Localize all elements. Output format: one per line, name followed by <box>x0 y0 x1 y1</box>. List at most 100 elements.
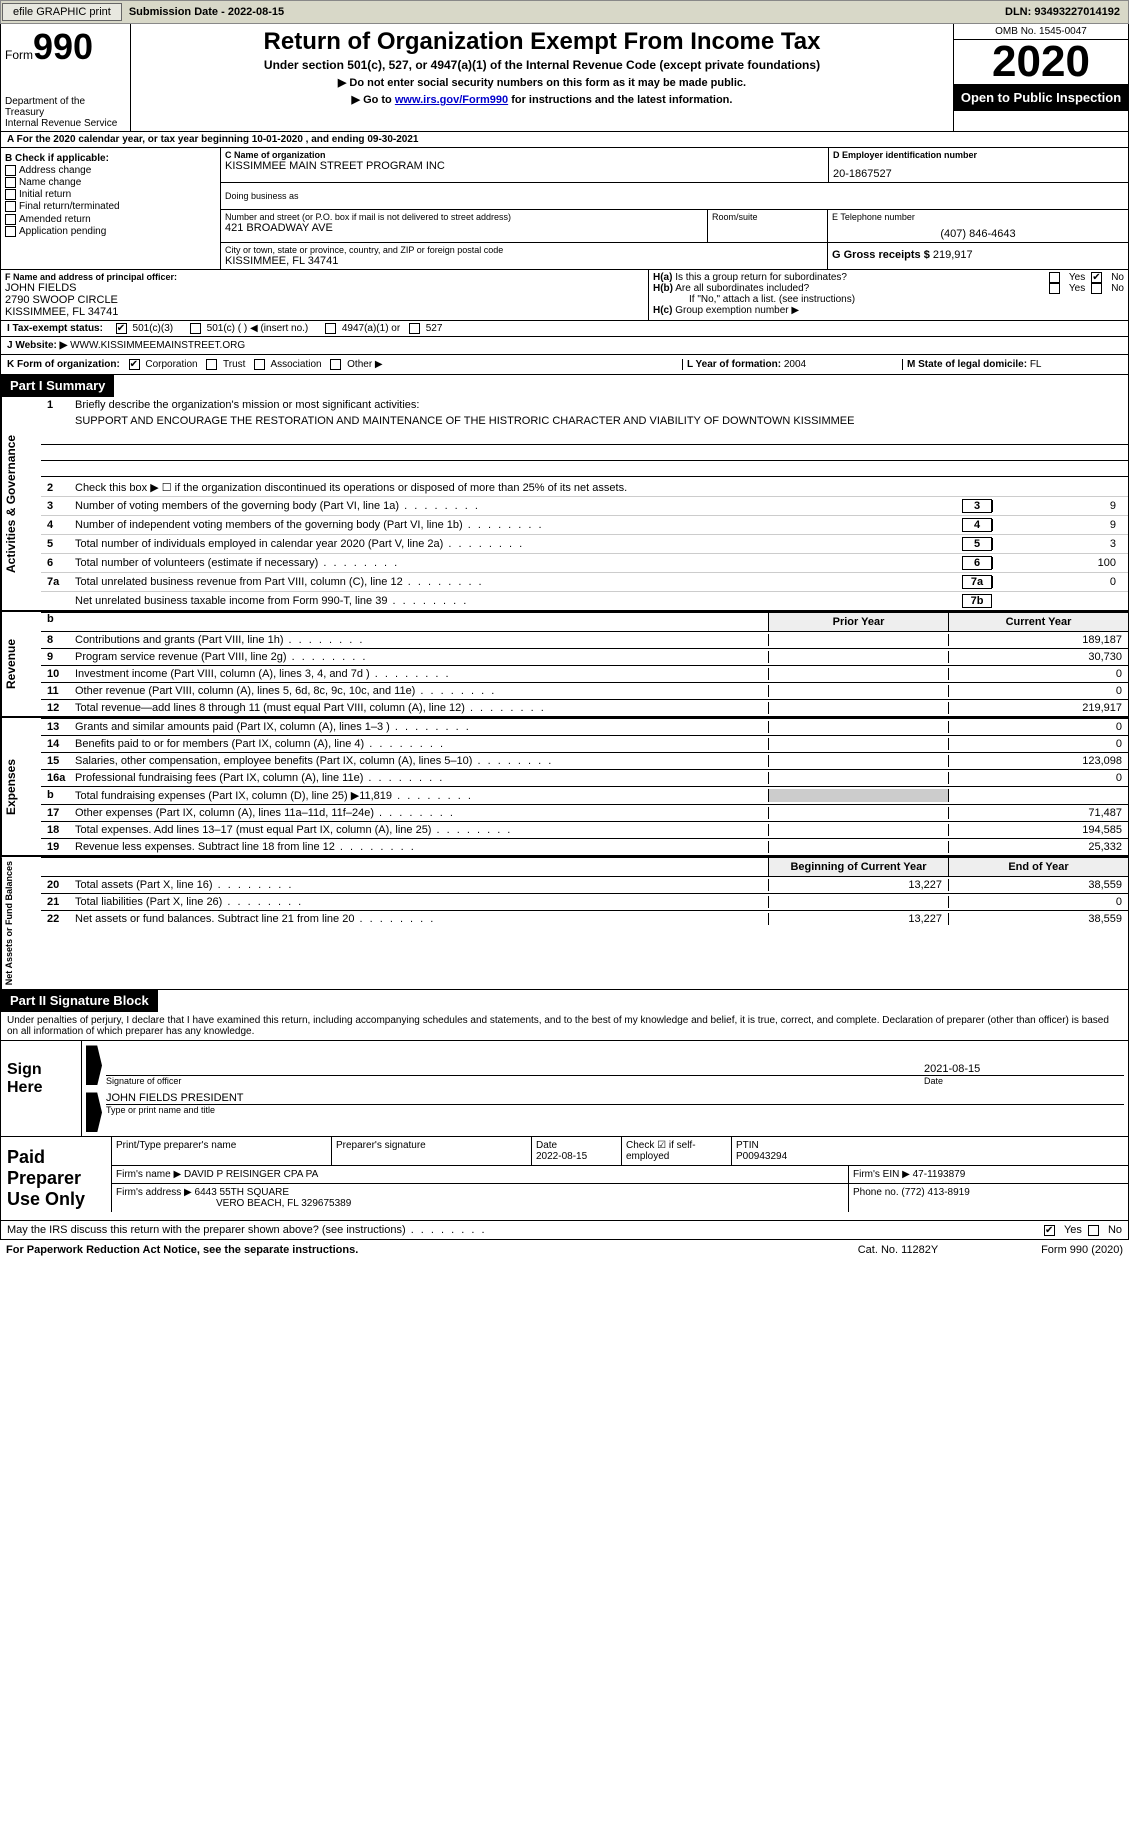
trust-checkbox[interactable] <box>206 359 217 370</box>
form-note-2: ▶ Go to www.irs.gov/Form990 for instruct… <box>135 93 949 106</box>
527-checkbox[interactable] <box>409 323 420 334</box>
toolbar: efile GRAPHIC print Submission Date - 20… <box>0 0 1129 24</box>
firm-name-value: DAVID P REISINGER CPA PA <box>184 1169 318 1180</box>
prior-year-cell <box>768 841 948 853</box>
end-year-cell: 0 <box>948 896 1128 908</box>
discuss-no-checkbox[interactable] <box>1088 1225 1099 1236</box>
address-change-checkbox[interactable] <box>5 165 16 176</box>
initial-return-checkbox[interactable] <box>5 189 16 200</box>
form-footer: Form 990 (2020) <box>973 1244 1123 1256</box>
line-text: Investment income (Part VIII, column (A)… <box>75 668 768 680</box>
line1-label: Briefly describe the organization's miss… <box>75 399 1122 411</box>
current-year-cell: 0 <box>948 668 1128 680</box>
line-text: Benefits paid to or for members (Part IX… <box>75 738 768 750</box>
prior-year-cell <box>768 824 948 836</box>
prior-year-cell <box>768 807 948 819</box>
line-text: Number of voting members of the governin… <box>75 500 962 512</box>
sig-date-value: 2021-08-15 <box>924 1063 1124 1075</box>
line-text: Net assets or fund balances. Subtract li… <box>75 913 768 925</box>
discuss-yes-checkbox[interactable] <box>1044 1225 1055 1236</box>
association-checkbox[interactable] <box>254 359 265 370</box>
gross-receipts-value: 219,917 <box>933 249 973 261</box>
form-header: Form990 Department of the Treasury Inter… <box>0 24 1129 132</box>
current-year-cell: 71,487 <box>948 807 1128 819</box>
submission-date-label: Submission Date - 2022-08-15 <box>123 6 290 18</box>
501c3-checkbox[interactable] <box>116 323 127 334</box>
final-return-checkbox[interactable] <box>5 201 16 212</box>
ptin-value: P00943294 <box>736 1151 787 1162</box>
hb-no-checkbox[interactable] <box>1091 283 1102 294</box>
firm-ein-value: 47-1193879 <box>913 1169 966 1180</box>
address-label: Number and street (or P.O. box if mail i… <box>225 212 703 222</box>
line-value: 100 <box>992 557 1122 569</box>
current-year-header: Current Year <box>948 613 1128 631</box>
gross-receipts-label: G Gross receipts $ <box>832 249 930 261</box>
line-value: 0 <box>992 576 1122 588</box>
instructions-link[interactable]: www.irs.gov/Form990 <box>395 94 508 106</box>
line-text: Net unrelated business taxable income fr… <box>75 595 962 607</box>
current-year-cell: 0 <box>948 721 1128 733</box>
year-formation-label: L Year of formation: <box>687 359 781 370</box>
ein-label: D Employer identification number <box>833 150 1124 160</box>
officer-addr2: KISSIMMEE, FL 34741 <box>5 306 644 318</box>
city-value: KISSIMMEE, FL 34741 <box>225 255 823 267</box>
date-label: Date <box>924 1076 1124 1086</box>
year-formation-value: 2004 <box>784 359 806 370</box>
self-employed-check: Check ☑ if self-employed <box>621 1137 731 1165</box>
4947-checkbox[interactable] <box>325 323 336 334</box>
hb-note: If "No," attach a list. (see instruction… <box>689 294 1124 305</box>
officer-print-label: Type or print name and title <box>106 1105 1124 1115</box>
name-change-checkbox[interactable] <box>5 177 16 188</box>
line-text: Total number of individuals employed in … <box>75 538 962 550</box>
amended-return-checkbox[interactable] <box>5 214 16 225</box>
line-text: Professional fundraising fees (Part IX, … <box>75 772 768 784</box>
current-year-cell: 189,187 <box>948 634 1128 646</box>
line-box: 7a <box>962 575 992 589</box>
section-b-checkboxes: B Check if applicable: Address change Na… <box>1 148 221 269</box>
line-text: Total unrelated business revenue from Pa… <box>75 576 962 588</box>
firm-phone-value: (772) 413-8919 <box>901 1187 969 1198</box>
begin-year-cell <box>768 896 948 908</box>
line-text: Total assets (Part X, line 16) <box>75 879 768 891</box>
line-text: Contributions and grants (Part VIII, lin… <box>75 634 768 646</box>
begin-year-cell: 13,227 <box>768 913 948 925</box>
form-number: 990 <box>33 26 93 67</box>
hb-yes-checkbox[interactable] <box>1049 283 1060 294</box>
501c-checkbox[interactable] <box>190 323 201 334</box>
current-year-cell: 0 <box>948 772 1128 784</box>
state-domicile-value: FL <box>1030 359 1042 370</box>
city-label: City or town, state or province, country… <box>225 245 823 255</box>
line-text: Total number of volunteers (estimate if … <box>75 557 962 569</box>
other-checkbox[interactable] <box>330 359 341 370</box>
application-pending-checkbox[interactable] <box>5 226 16 237</box>
sig-officer-label: Signature of officer <box>106 1076 924 1086</box>
form-subtitle: Under section 501(c), 527, or 4947(a)(1)… <box>135 58 949 72</box>
line-text: Other revenue (Part VIII, column (A), li… <box>75 685 768 697</box>
ha-no-checkbox[interactable] <box>1091 272 1102 283</box>
line-text: Total liabilities (Part X, line 26) <box>75 896 768 908</box>
begin-year-header: Beginning of Current Year <box>768 858 948 876</box>
form-title: Return of Organization Exempt From Incom… <box>135 28 949 56</box>
form-note-1: ▶ Do not enter social security numbers o… <box>135 76 949 89</box>
prior-year-cell <box>768 721 948 733</box>
paid-preparer-label: Paid Preparer Use Only <box>1 1137 111 1220</box>
line-box: 4 <box>962 518 992 532</box>
net-assets-label: Net Assets or Fund Balances <box>1 857 41 989</box>
dln-label: DLN: 93493227014192 <box>1005 6 1128 18</box>
form-label: Form <box>5 48 33 62</box>
corporation-checkbox[interactable] <box>129 359 140 370</box>
prior-year-cell <box>768 634 948 646</box>
form-org-label: K Form of organization: <box>7 359 120 370</box>
revenue-label: Revenue <box>1 612 41 716</box>
ha-yes-checkbox[interactable] <box>1049 272 1060 283</box>
prior-year-cell <box>768 651 948 663</box>
expenses-label: Expenses <box>1 718 41 855</box>
arrow-icon <box>86 1092 102 1132</box>
line-text: Salaries, other compensation, employee b… <box>75 755 768 767</box>
line-text: Number of independent voting members of … <box>75 519 962 531</box>
mission-text: SUPPORT AND ENCOURAGE THE RESTORATION AN… <box>41 413 1128 429</box>
firm-addr2: VERO BEACH, FL 329675389 <box>216 1198 351 1209</box>
line-text: Total revenue—add lines 8 through 11 (mu… <box>75 702 768 714</box>
efile-print-button[interactable]: efile GRAPHIC print <box>2 3 122 21</box>
dba-label: Doing business as <box>221 183 1128 210</box>
